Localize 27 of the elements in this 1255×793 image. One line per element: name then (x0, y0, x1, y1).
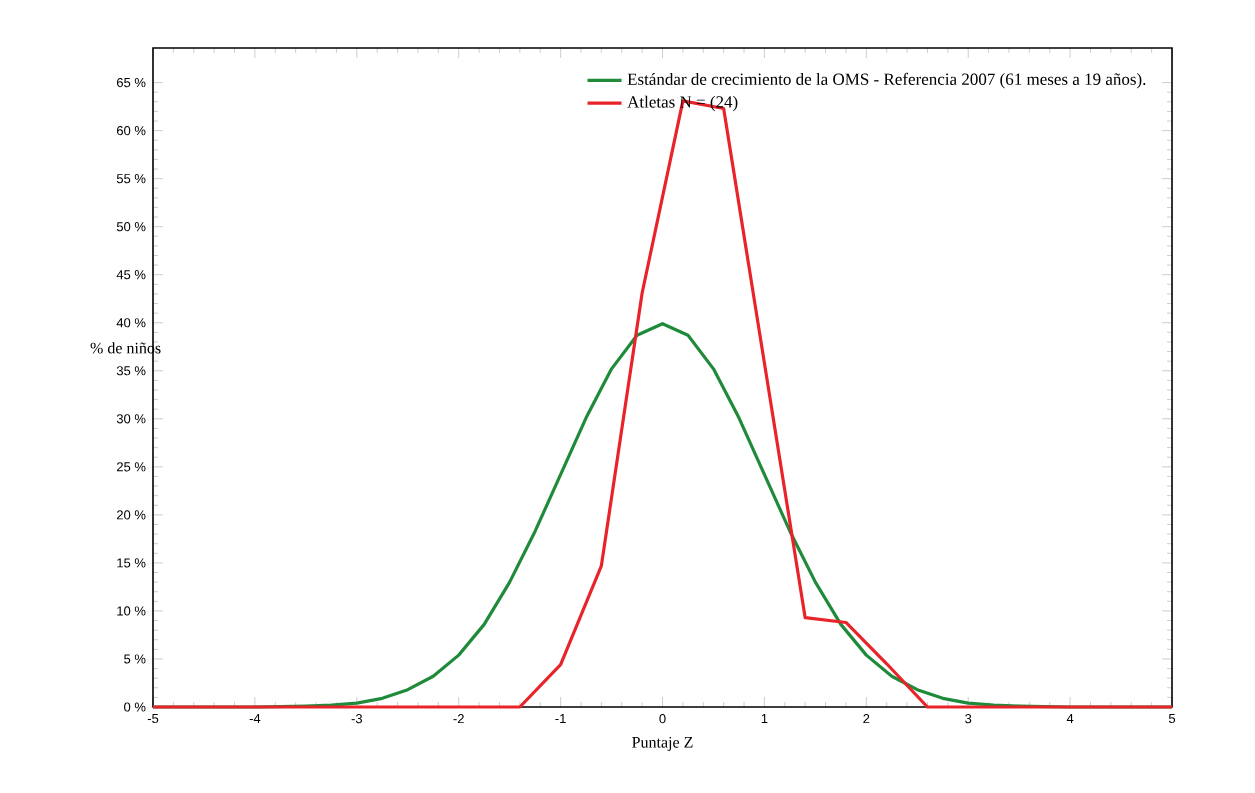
x-tick-label: -1 (555, 714, 566, 723)
y-tick-label: 30 % (116, 414, 146, 424)
x-axis-title: Puntaje Z (632, 736, 693, 751)
x-tick-label: -2 (453, 714, 464, 724)
y-tick-label: 15 % (117, 558, 146, 568)
y-tick-label: 25 % (116, 462, 146, 472)
y-tick-label: 10 % (117, 606, 146, 616)
y-tick-label: 65 % (116, 77, 146, 88)
x-tick-label: 3 (965, 714, 972, 724)
y-tick-label: 0 % (124, 702, 146, 712)
y-tick-label: 45 % (116, 270, 146, 280)
x-tick-label: 1 (761, 714, 768, 723)
legend-label: Estándar de crecimiento de la OMS - Referencia 2007 (61 meses a 19 años). (627, 72, 1146, 89)
y-tick-label: 20 % (116, 510, 146, 520)
x-tick-label: -5 (147, 714, 159, 724)
x-tick-label: 5 (1168, 714, 1176, 724)
x-tick-label: -4 (249, 714, 261, 723)
y-tick-label: 5 % (124, 654, 146, 664)
y-tick-label: 60 % (116, 126, 146, 136)
x-tick-label: -3 (351, 714, 363, 724)
x-tick-label: 0 (659, 714, 666, 724)
x-tick-label: 2 (863, 714, 870, 724)
y-tick-label: 40 % (116, 318, 146, 328)
y-tick-label: 55 % (116, 174, 146, 184)
y-tick-label: 35 % (116, 366, 146, 376)
x-tick-label: 4 (1066, 714, 1074, 723)
y-tick-label: 50 % (116, 222, 146, 232)
